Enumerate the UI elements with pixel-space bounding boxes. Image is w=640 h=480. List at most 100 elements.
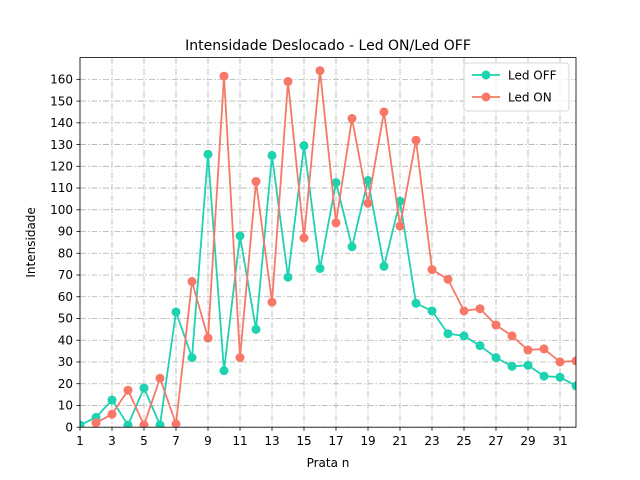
x-tick-label: 13 [264, 434, 279, 448]
data-point-led-off [443, 329, 453, 339]
data-point-led-off [267, 150, 277, 160]
y-axis-label: Intensidade [24, 207, 38, 277]
legend-marker-led-on [481, 92, 491, 102]
x-tick-label: 9 [204, 434, 212, 448]
data-point-led-off [539, 371, 549, 381]
data-point-led-on [155, 373, 165, 383]
x-tick-label: 19 [360, 434, 375, 448]
y-tick-label: 120 [50, 160, 73, 174]
data-point-led-on [411, 135, 421, 145]
y-tick-label: 130 [50, 138, 73, 152]
y-tick-label: 100 [50, 203, 73, 217]
axis-ticks: 1 3 5 7 9 11 13 15 17 19 21 23 25 27 29 310102030405060… [50, 73, 568, 449]
y-tick-label: 80 [58, 246, 73, 260]
x-tick-label: 15 [296, 434, 311, 448]
data-point-led-off [363, 175, 373, 185]
data-point-led-off [80, 420, 85, 428]
x-tick-label: 7 [172, 434, 180, 448]
data-point-led-off [347, 242, 357, 252]
data-point-led-off [123, 420, 133, 428]
plot-area [80, 57, 576, 428]
data-point-led-off [251, 324, 261, 334]
data-point-led-off [171, 307, 181, 317]
y-tick-label: 150 [50, 94, 73, 108]
x-tick-label: 25 [456, 434, 471, 448]
data-point-led-on [299, 233, 309, 243]
data-point-led-on [443, 274, 453, 284]
x-tick-label: 1 [76, 434, 84, 448]
data-point-led-off [427, 306, 437, 316]
data-point-led-on [139, 420, 149, 428]
data-point-led-on [363, 198, 373, 208]
data-point-led-off [315, 263, 325, 273]
y-tick-label: 160 [50, 73, 73, 87]
y-tick-label: 110 [50, 181, 73, 195]
data-point-led-off [379, 261, 389, 271]
x-tick-label: 23 [424, 434, 439, 448]
x-axis-label: Prata n [307, 456, 350, 470]
data-point-led-off [203, 149, 213, 159]
data-point-led-on [475, 304, 485, 314]
grid [79, 57, 576, 428]
data-point-led-on [571, 356, 576, 366]
data-point-led-on [171, 419, 181, 428]
data-point-led-on [123, 385, 133, 395]
series-led-off [80, 141, 576, 428]
series-layer [80, 66, 576, 428]
data-point-led-on [107, 409, 117, 419]
data-point-led-off [475, 341, 485, 351]
data-point-led-off [299, 141, 309, 151]
data-point-led-on [347, 113, 357, 123]
data-point-led-off [571, 381, 576, 391]
data-point-led-on [315, 66, 325, 76]
legend-marker-led-off [481, 70, 491, 80]
data-point-led-on [427, 265, 437, 275]
x-tick-label: 31 [552, 434, 567, 448]
data-point-led-on [459, 306, 469, 316]
data-point-led-on [491, 320, 501, 330]
data-point-led-on [395, 221, 405, 231]
data-point-led-off [283, 272, 293, 282]
data-point-led-on [539, 344, 549, 354]
data-point-led-on [219, 71, 229, 81]
data-point-led-on [379, 107, 389, 117]
data-point-led-on [203, 333, 213, 343]
y-tick-label: 50 [58, 312, 73, 326]
y-tick-label: 70 [58, 268, 73, 282]
data-point-led-on [235, 353, 245, 363]
data-point-led-on [283, 77, 293, 87]
data-point-led-off [187, 353, 197, 363]
data-point-led-off [555, 372, 565, 382]
data-point-led-off [235, 231, 245, 241]
legend-label-led-off: Led OFF [508, 69, 557, 83]
data-point-led-on [555, 357, 565, 367]
y-tick-label: 20 [58, 377, 73, 391]
x-tick-label: 3 [108, 434, 116, 448]
data-point-led-on [331, 218, 341, 228]
data-point-led-off [459, 331, 469, 341]
data-point-led-off [411, 298, 421, 308]
data-point-led-on [523, 345, 533, 355]
y-tick-label: 0 [65, 420, 73, 434]
x-tick-label: 29 [520, 434, 535, 448]
data-point-led-on [251, 177, 261, 187]
data-point-led-off [139, 383, 149, 393]
data-point-led-off [491, 353, 501, 363]
y-tick-label: 30 [58, 355, 73, 369]
x-tick-label: 11 [232, 434, 247, 448]
data-point-led-off [395, 196, 405, 206]
data-point-led-off [155, 420, 165, 428]
data-point-led-on [91, 418, 101, 428]
x-tick-label: 27 [488, 434, 503, 448]
plot-frame [79, 57, 577, 428]
data-point-led-on [187, 277, 197, 287]
y-tick-label: 140 [50, 116, 73, 130]
x-tick-label: 5 [140, 434, 148, 448]
y-tick-label: 60 [58, 290, 73, 304]
chart-title: Intensidade Deslocado - Led ON/Led OFF [185, 38, 471, 54]
data-point-led-off [523, 360, 533, 370]
data-point-led-off [219, 366, 229, 376]
x-tick-label: 17 [328, 434, 343, 448]
data-point-led-off [507, 361, 517, 371]
